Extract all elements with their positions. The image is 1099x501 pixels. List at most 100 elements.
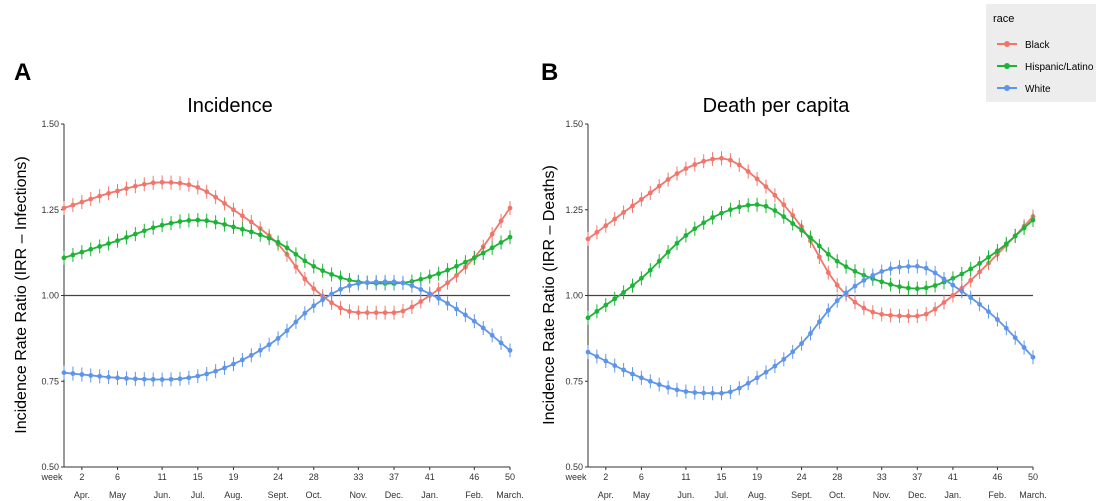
panel-a-y-tick-label: 1.25 <box>41 205 59 215</box>
panel-a-point-white <box>159 377 165 382</box>
panel-a-point-black <box>150 180 156 186</box>
panel-a-point-white <box>391 279 397 285</box>
panel-b-point-white <box>852 283 858 289</box>
panel-b-point-white <box>683 389 689 394</box>
panel-a-point-white <box>463 312 468 318</box>
panel-a-point-black <box>400 308 406 314</box>
panel-a-point-hispanic <box>61 255 67 261</box>
panel-b-point-black <box>897 313 902 319</box>
panel-a-x-tick-month: Oct. <box>306 490 323 500</box>
panel-b-y-tick-label: 1.25 <box>565 205 583 215</box>
panel-b-point-white <box>941 276 947 282</box>
panel-a-point-hispanic <box>436 271 442 277</box>
panel-a-point-hispanic <box>248 229 254 235</box>
panel-b-point-white <box>986 309 991 315</box>
panel-a-point-hispanic <box>168 220 174 226</box>
panel-b-point-black <box>825 270 831 276</box>
panel-a-point-white <box>507 347 513 353</box>
panel-b-point-white <box>621 367 626 373</box>
panel-b-point-black <box>647 190 653 196</box>
panel-a-point-hispanic <box>507 234 513 240</box>
panel-a-point-white <box>293 319 299 325</box>
panel-a-point-white <box>248 352 254 358</box>
panel-b: B Death per capita Incidence Rate Ratio … <box>541 59 1047 500</box>
panel-b-point-black <box>914 313 920 319</box>
panel-a-point-black <box>498 218 504 224</box>
panel-b-point-hispanic <box>1021 225 1027 231</box>
panel-b-x-tick-week: 15 <box>716 472 726 482</box>
panel-b-point-hispanic <box>799 227 804 233</box>
panel-b-point-hispanic <box>630 283 635 289</box>
legend-label-white: White <box>1025 84 1051 95</box>
panel-b-point-white <box>932 270 938 276</box>
panel-b-point-black <box>674 171 680 176</box>
panel-b-point-white <box>603 358 609 364</box>
panel-a-point-white <box>213 368 219 374</box>
panel-b-point-black <box>932 306 938 312</box>
panel-b-point-white <box>1003 325 1009 331</box>
panel-b-point-black <box>817 254 822 260</box>
panel-a-point-black <box>347 309 352 314</box>
panel-a-x-tick-month: Jun. <box>154 490 171 500</box>
panel-a-point-white <box>168 376 174 382</box>
panel-b-point-black <box>710 156 715 162</box>
panel-a-x-tick-month: Sept. <box>268 490 289 500</box>
panel-b-point-white <box>1021 345 1027 350</box>
panel-a-point-black <box>382 310 388 316</box>
panel-b-point-white <box>834 298 840 304</box>
panel-a-x-tick-week: 41 <box>425 472 435 482</box>
panel-b-point-hispanic <box>772 208 778 213</box>
legend-key-black <box>1004 41 1010 47</box>
panel-a-point-white <box>454 306 459 312</box>
panel-a-point-hispanic <box>471 255 477 261</box>
panel-b-point-hispanic <box>719 210 724 216</box>
panel-a-point-hispanic <box>186 218 192 223</box>
panel-a-title: Incidence <box>187 95 273 117</box>
panel-b-point-hispanic <box>977 260 982 266</box>
panel-b-point-white <box>897 264 902 270</box>
legend-label-black: Black <box>1025 40 1050 51</box>
panel-a-point-white <box>382 279 388 285</box>
panel-a-point-black <box>115 188 120 194</box>
panel-b-point-hispanic <box>603 302 609 308</box>
panel-a-point-white <box>329 291 334 297</box>
panel-a-x-tick-week: 37 <box>389 472 399 482</box>
panel-b-point-black <box>603 223 609 229</box>
panel-b-point-white <box>710 390 715 396</box>
panel-a-point-hispanic <box>132 231 138 237</box>
panel-a-point-hispanic <box>141 228 147 234</box>
panel-a-point-hispanic <box>204 218 210 224</box>
panel-b-x-tick-month: Nov. <box>873 490 891 500</box>
panel-a-point-white <box>150 377 156 382</box>
panel-b-x-tick-month: Aug. <box>748 490 767 500</box>
panel-b-x-tick-month: Sept. <box>791 490 812 500</box>
panel-b-x-tick-month: Dec. <box>908 490 927 500</box>
panel-b-point-black <box>906 313 911 319</box>
panel-b-point-black <box>977 269 982 275</box>
panel-b-point-white <box>728 389 733 395</box>
panel-a-x-tick-month: Nov. <box>349 490 367 500</box>
panel-b-point-black <box>870 309 876 315</box>
panel-b-point-white <box>879 269 885 274</box>
panel-b-point-black <box>701 158 707 164</box>
panel-a-point-hispanic <box>338 275 343 281</box>
panel-a-point-white <box>498 340 504 346</box>
panel-a-point-black <box>222 201 227 206</box>
panel-a-x-tick-week: 6 <box>115 472 120 482</box>
panel-b-point-white <box>861 277 867 283</box>
legend: race Black Hispanic/Latino White <box>986 4 1096 102</box>
panel-a-point-white <box>132 376 138 382</box>
panel-a-y-tick-label: 0.50 <box>41 462 59 472</box>
panel-a-point-hispanic <box>427 274 433 280</box>
panel-b-point-hispanic <box>621 289 626 295</box>
panel-a-point-white <box>284 328 290 334</box>
panel-a-point-white <box>204 371 210 377</box>
panel-b-point-white <box>754 375 760 381</box>
panel-a-x-tick-week: 33 <box>353 472 363 482</box>
panel-b-point-black <box>772 192 778 198</box>
panel-b-point-hispanic <box>674 240 680 246</box>
panel-b-point-white <box>870 273 876 278</box>
panel-b-point-hispanic <box>932 283 938 288</box>
panel-a-y-tick-label: 1.00 <box>41 291 59 301</box>
panel-b-point-hispanic <box>701 220 707 226</box>
